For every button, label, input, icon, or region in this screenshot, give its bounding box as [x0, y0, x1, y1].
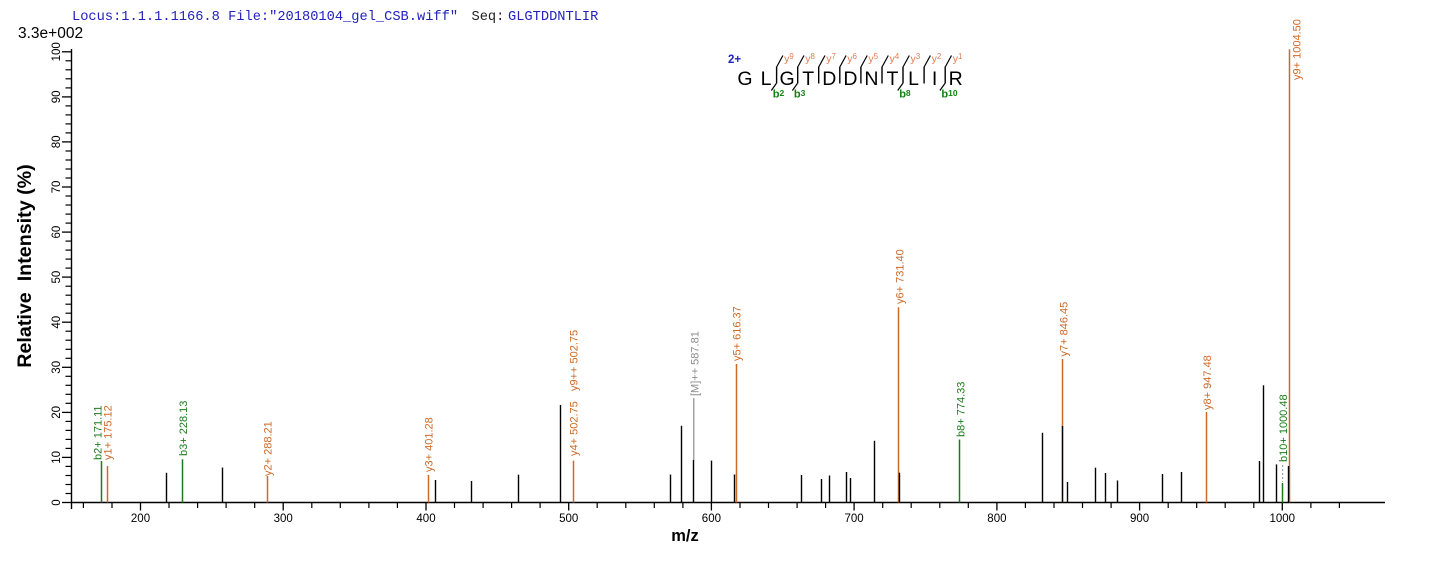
- svg-text:GLGTDDNTLIR: GLGTDDNTLIR: [508, 10, 598, 25]
- svg-text:b3+ 228.13: b3+ 228.13: [178, 401, 190, 456]
- svg-text:b8+ 774.33: b8+ 774.33: [955, 382, 967, 437]
- svg-text:N: N: [864, 68, 878, 90]
- svg-text:T: T: [887, 68, 899, 90]
- svg-text:10: 10: [51, 451, 63, 464]
- svg-text:100: 100: [51, 42, 63, 61]
- svg-text:b3: b3: [794, 88, 806, 101]
- svg-text:R: R: [949, 68, 963, 90]
- svg-text:900: 900: [1130, 513, 1149, 525]
- svg-text:500: 500: [559, 513, 578, 525]
- svg-text:y7: y7: [826, 52, 836, 65]
- svg-text:y9++ 502.75: y9++ 502.75: [569, 330, 581, 391]
- svg-text:0: 0: [51, 499, 63, 505]
- svg-text:90: 90: [51, 91, 63, 104]
- svg-text:y3: y3: [911, 52, 921, 65]
- svg-text:400: 400: [416, 513, 435, 525]
- svg-text:b2+ 171.11: b2+ 171.11: [93, 405, 105, 460]
- svg-text:Locus:1.1.1.1166.8 File:"20180: Locus:1.1.1.1166.8 File:"20180104_gel_CS…: [72, 10, 458, 25]
- svg-text:y9: y9: [784, 52, 794, 65]
- svg-text:80: 80: [51, 136, 63, 149]
- svg-text:b8: b8: [899, 88, 911, 101]
- svg-text:y8+ 947.48: y8+ 947.48: [1202, 355, 1214, 410]
- svg-text:y6: y6: [847, 52, 857, 65]
- svg-text:Seq:: Seq:: [472, 10, 505, 25]
- svg-text:D: D: [822, 68, 836, 90]
- svg-text:y5: y5: [868, 52, 878, 65]
- svg-text:D: D: [843, 68, 857, 90]
- svg-text:y9+ 1004.50: y9+ 1004.50: [1292, 19, 1304, 80]
- svg-text:40: 40: [51, 316, 63, 329]
- svg-text:y2: y2: [932, 52, 942, 65]
- svg-text:y1: y1: [953, 52, 963, 65]
- svg-text:G: G: [780, 68, 795, 90]
- svg-text:G: G: [737, 68, 752, 90]
- svg-text:y7+ 846.45: y7+ 846.45: [1058, 302, 1070, 357]
- svg-text:2+: 2+: [728, 54, 741, 66]
- svg-text:y4: y4: [890, 52, 900, 65]
- svg-text:Relative Intensity (%): Relative Intensity (%): [14, 164, 36, 368]
- svg-text:I: I: [932, 68, 937, 90]
- svg-text:800: 800: [987, 513, 1006, 525]
- svg-text:200: 200: [131, 513, 150, 525]
- svg-text:b10: b10: [941, 88, 957, 101]
- svg-text:300: 300: [274, 513, 293, 525]
- svg-text:L: L: [908, 68, 919, 90]
- svg-text:1000: 1000: [1270, 513, 1296, 525]
- svg-text:y6+ 731.40: y6+ 731.40: [894, 249, 906, 304]
- svg-text:y5+ 616.37: y5+ 616.37: [732, 306, 744, 361]
- svg-text:20: 20: [51, 406, 63, 419]
- svg-text:700: 700: [845, 513, 864, 525]
- svg-text:[M]++ 587.81: [M]++ 587.81: [689, 331, 701, 396]
- svg-text:b2: b2: [773, 88, 785, 101]
- svg-text:60: 60: [51, 226, 63, 239]
- svg-text:y2+ 288.21: y2+ 288.21: [263, 421, 275, 476]
- svg-text:m/z: m/z: [671, 527, 699, 545]
- svg-text:30: 30: [51, 361, 63, 374]
- svg-text:y4+ 502.75: y4+ 502.75: [569, 401, 581, 456]
- svg-text:b10+ 1000.48: b10+ 1000.48: [1278, 394, 1290, 462]
- svg-text:T: T: [802, 68, 814, 90]
- svg-text:3.3e+002: 3.3e+002: [18, 25, 83, 42]
- svg-text:y1+ 175.12: y1+ 175.12: [103, 405, 115, 460]
- svg-text:600: 600: [702, 513, 721, 525]
- svg-text:y3+ 401.28: y3+ 401.28: [424, 417, 436, 472]
- svg-text:y8: y8: [805, 52, 815, 65]
- svg-text:50: 50: [51, 271, 63, 284]
- svg-text:L: L: [761, 68, 772, 90]
- svg-text:70: 70: [51, 181, 63, 194]
